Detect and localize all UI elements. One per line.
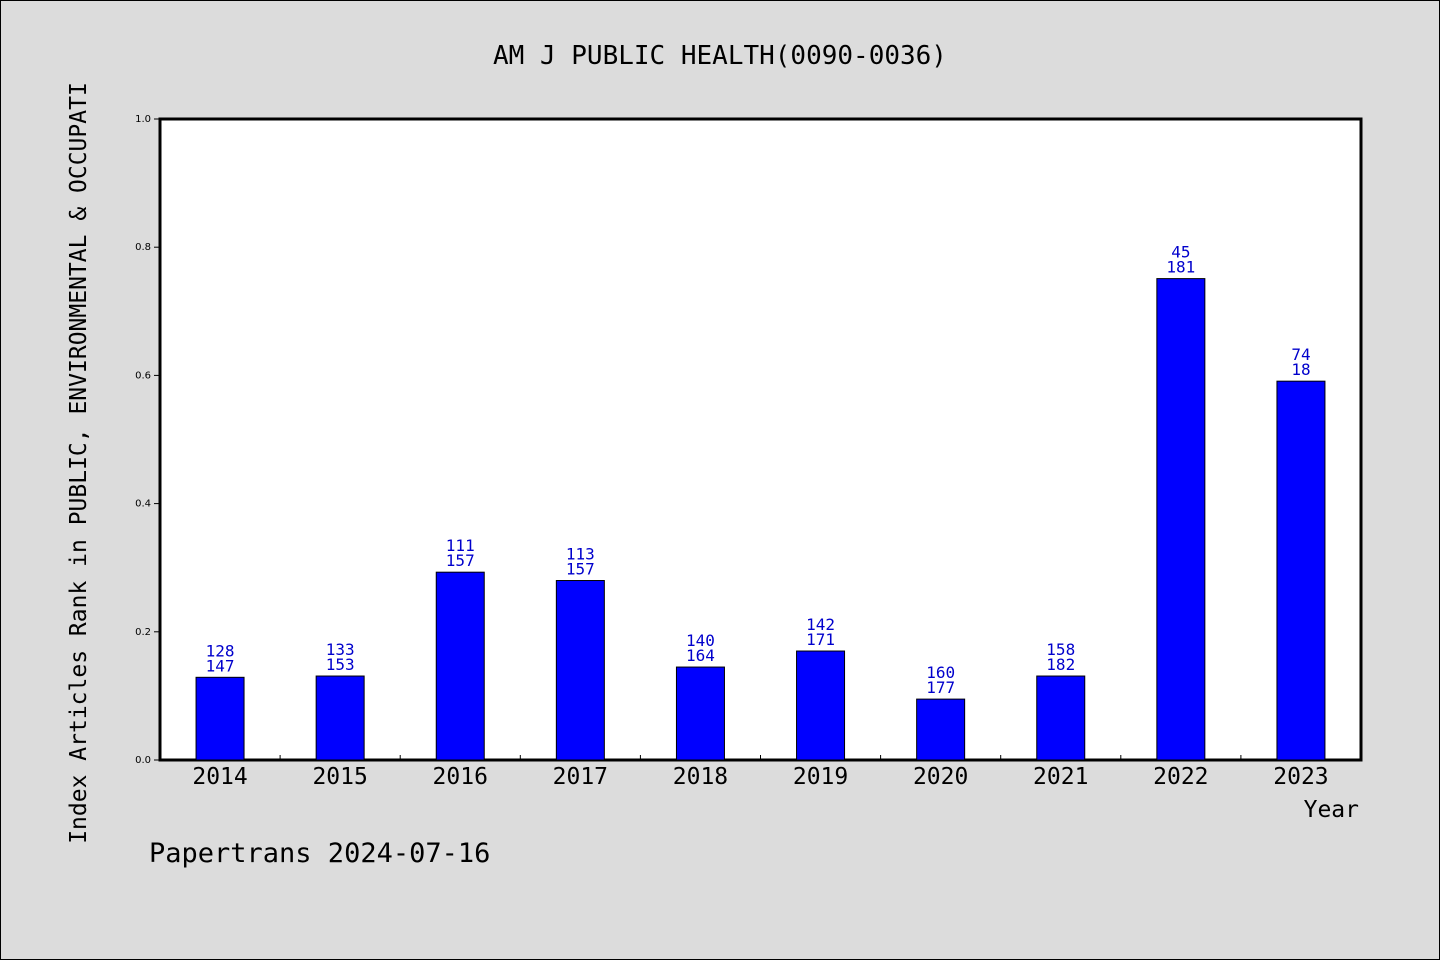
bar-label-top: 142	[806, 615, 835, 634]
x-axis: 2014 2015 2016 2017 2018 2019 2020 2021 2022 2023	[192, 755, 1329, 790]
y-axis-label: Index Articles Rank in PUBLIC, ENVIRONME…	[66, 82, 92, 844]
x-tick-label: 2020	[913, 764, 968, 790]
bar-label-bottom: 147	[206, 656, 235, 675]
y-tick-label: 0.0	[135, 755, 151, 766]
bar-label-top: 111	[446, 536, 475, 555]
bar-label-bottom: 177	[926, 678, 955, 697]
footer-credit: Papertrans 2024-07-16	[149, 838, 490, 869]
y-axis: 0.0 0.2 0.4 0.6 0.8 1.0	[135, 114, 160, 766]
bar	[1156, 278, 1206, 761]
bar-label-top: 158	[1046, 640, 1075, 659]
bar	[435, 571, 485, 761]
x-tick-label: 2021	[1033, 764, 1088, 790]
bar	[1276, 380, 1326, 761]
bar-label-bottom: 157	[566, 560, 595, 579]
x-tick-label: 2022	[1153, 764, 1208, 790]
bar-label-top: 128	[206, 641, 235, 660]
bar	[315, 675, 365, 761]
bar-label-top: 140	[686, 631, 715, 650]
bar	[675, 666, 725, 761]
bar	[555, 580, 605, 761]
x-tick-label: 2023	[1273, 764, 1328, 790]
y-tick-label: 0.8	[135, 242, 151, 253]
bar-label-bottom: 171	[806, 630, 835, 649]
bar	[195, 676, 245, 761]
bar-label-top: 113	[566, 545, 595, 564]
bar-label-bottom: 157	[446, 551, 475, 570]
bar-label-bottom: 18	[1291, 360, 1310, 379]
y-tick-label: 0.2	[135, 627, 151, 638]
chart-title: AM J PUBLIC HEALTH(0090-0036)	[493, 41, 947, 71]
y-tick-label: 0.4	[135, 499, 151, 510]
bar-label-top: 133	[326, 640, 355, 659]
x-tick-label: 2014	[192, 764, 247, 790]
x-tick-label: 2015	[312, 764, 367, 790]
x-axis-label: Year	[1304, 797, 1359, 823]
bar-label-top: 74	[1291, 345, 1310, 364]
x-tick-label: 2017	[553, 764, 608, 790]
bar	[916, 698, 966, 761]
bar-label-top: 160	[926, 663, 955, 682]
bar	[796, 650, 846, 761]
bar-label-bottom: 153	[326, 655, 355, 674]
bar-label-bottom: 181	[1166, 258, 1195, 277]
bar-label-bottom: 182	[1046, 655, 1075, 674]
bar-label-top: 45	[1171, 243, 1190, 262]
y-tick-label: 0.6	[135, 370, 151, 381]
x-tick-label: 2016	[433, 764, 488, 790]
bar	[1036, 675, 1086, 761]
bar-label-bottom: 164	[686, 646, 715, 665]
y-tick-label: 1.0	[135, 114, 151, 125]
x-tick-label: 2019	[793, 764, 848, 790]
x-tick-label: 2018	[673, 764, 728, 790]
